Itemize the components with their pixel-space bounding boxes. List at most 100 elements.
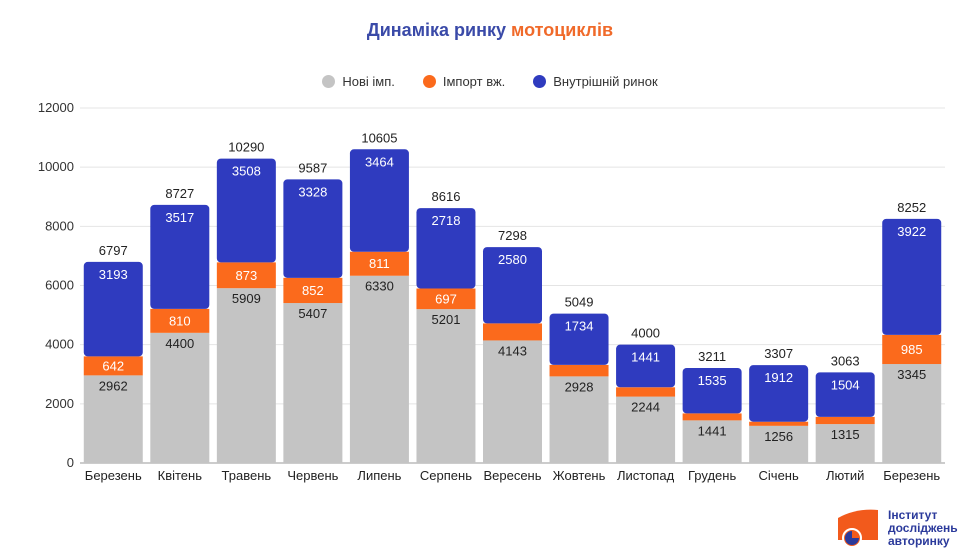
data-label: 1315 [831, 427, 860, 442]
x-tick-label: Березень [883, 468, 940, 483]
bar-segment [549, 376, 609, 463]
logo-line: авторинку [888, 533, 950, 548]
bar-segment [882, 334, 942, 365]
data-label: 5201 [432, 312, 461, 327]
logo-car-icon [838, 509, 878, 548]
data-label: 2244 [631, 400, 660, 415]
data-label: 811 [369, 256, 390, 271]
total-label: 5049 [565, 295, 594, 310]
bar-segment [150, 204, 210, 309]
bar-segment [349, 275, 409, 463]
bar-segment [549, 364, 609, 377]
total-label: 4000 [631, 326, 660, 341]
total-label: 8252 [897, 200, 926, 215]
bar-segment [283, 277, 343, 304]
bar-segment [216, 262, 276, 289]
x-tick-label: Серпень [420, 468, 472, 483]
y-tick-label: 10000 [38, 159, 74, 174]
title-part2: мотоциклів [511, 20, 614, 40]
legend-item-domestic: Внутрішній ринок [533, 74, 658, 89]
bar-segment [283, 303, 343, 463]
total-label: 9587 [298, 160, 327, 175]
legend-swatch [422, 75, 436, 88]
title-part1: Динаміка ринку [366, 20, 506, 40]
bar-segment [815, 372, 875, 417]
data-label: 3517 [165, 210, 194, 225]
y-tick-label: 12000 [38, 100, 74, 115]
data-label: 1441 [631, 350, 660, 365]
data-label: 3328 [298, 184, 327, 199]
data-label: 3464 [365, 154, 394, 169]
x-tick-label: Листопад [617, 468, 675, 483]
total-label: 8727 [165, 186, 194, 201]
bar-segment [283, 179, 343, 278]
x-tick-label: Березень [85, 468, 142, 483]
x-tick-label: Червень [287, 468, 338, 483]
legend-swatch [533, 75, 547, 88]
legend-label: Імпорт вж. [442, 74, 506, 89]
bar-segment [682, 413, 742, 421]
data-label: 697 [435, 291, 457, 306]
x-tick-label: Квітень [158, 468, 203, 483]
x-tick-label: Вересень [483, 468, 541, 483]
bar-segment [549, 313, 609, 365]
x-tick-label: Липень [357, 468, 401, 483]
bar-segment [416, 309, 476, 463]
logo: Інститут досліджень авторинку [836, 508, 958, 548]
data-label: 1734 [565, 319, 594, 334]
data-label: 5909 [232, 291, 261, 306]
x-tick-label: Жовтень [553, 468, 606, 483]
total-label: 10290 [228, 140, 264, 155]
data-label: 3345 [897, 367, 926, 382]
bar-segment [882, 218, 942, 335]
total-label: 6797 [99, 243, 128, 258]
bar-segment [150, 308, 210, 333]
bar-segment [483, 247, 542, 324]
bar-segment [349, 149, 409, 252]
y-tick-label: 4000 [45, 337, 74, 352]
bar-segment [349, 251, 409, 276]
data-label: 642 [102, 358, 124, 373]
data-label: 2580 [498, 252, 527, 267]
bar-segment [83, 261, 143, 357]
total-label: 8616 [432, 189, 461, 204]
bar-segment [616, 387, 676, 397]
data-label: 4400 [165, 336, 194, 351]
bar-segment [216, 158, 276, 263]
bar-segment [815, 424, 875, 463]
data-label: 6330 [365, 279, 394, 294]
bar-segment [749, 421, 809, 426]
x-tick-label: Січень [759, 468, 799, 483]
y-tick-label: 0 [67, 455, 74, 470]
bar-segment [749, 425, 809, 463]
data-label: 1256 [764, 429, 793, 444]
data-label: 3193 [99, 267, 128, 282]
legend-swatch [322, 75, 336, 88]
total-label: 3307 [764, 346, 793, 361]
data-label: 1912 [764, 370, 793, 385]
total-label: 3063 [831, 353, 860, 368]
bar-segment [682, 420, 742, 463]
data-label: 4143 [498, 343, 527, 358]
bar-segment [882, 364, 942, 463]
bar-segment [150, 332, 210, 463]
x-tick-label: Лютий [826, 468, 864, 483]
data-label: 2928 [565, 379, 594, 394]
bar-segment [616, 344, 676, 388]
bar-segment [749, 365, 809, 422]
bar-segment [616, 396, 676, 463]
data-label: 1441 [698, 423, 727, 438]
y-tick-label: 2000 [45, 396, 74, 411]
logo-line: досліджень [888, 520, 958, 535]
legend-item-new-import: Нові імп. [322, 74, 395, 89]
bar-segment [416, 208, 476, 289]
bar-segment [83, 375, 143, 463]
data-label: 852 [302, 283, 324, 298]
total-label: 3211 [698, 349, 726, 364]
data-label: 1504 [831, 377, 860, 392]
bar-segment [83, 356, 143, 376]
logo-text: Інститут досліджень авторинку [888, 508, 958, 548]
total-label: 7298 [498, 228, 527, 243]
x-tick-label: Травень [222, 468, 272, 483]
